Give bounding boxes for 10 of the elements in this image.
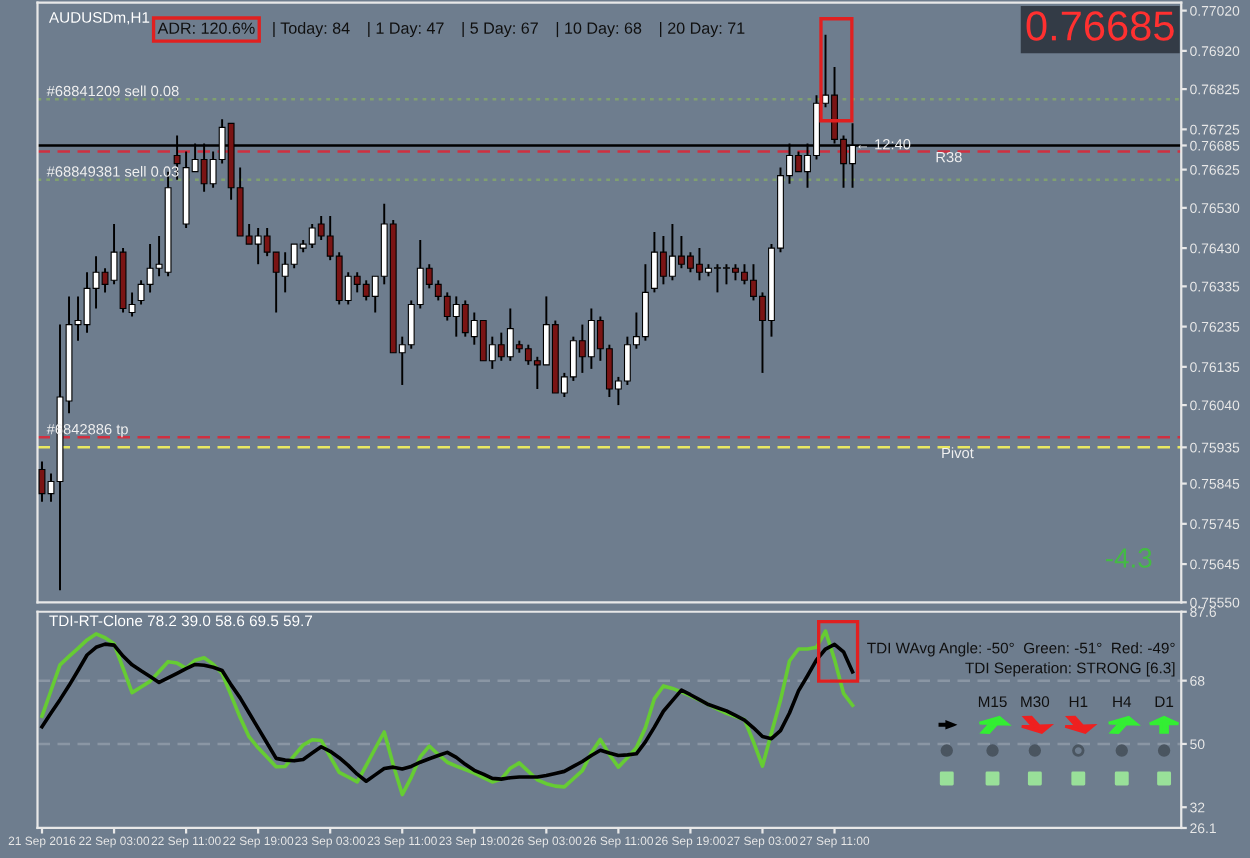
- annotation: -4.3: [1106, 548, 1152, 568]
- line-series: [40, 629, 855, 797]
- annotation: | 20 Day: 71: [660, 22, 745, 38]
- annotation: | 10 Day: 68: [556, 22, 642, 38]
- annotation: ADR: 120.6%: [157, 22, 255, 34]
- annotation: 0.76685: [1026, 11, 1174, 41]
- annotation: | 1 Day: 47: [368, 22, 444, 38]
- annotation: | Today: 84: [273, 22, 350, 38]
- annotation: | 5 Day: 67: [462, 22, 538, 38]
- candlestick: [641, 263, 649, 342]
